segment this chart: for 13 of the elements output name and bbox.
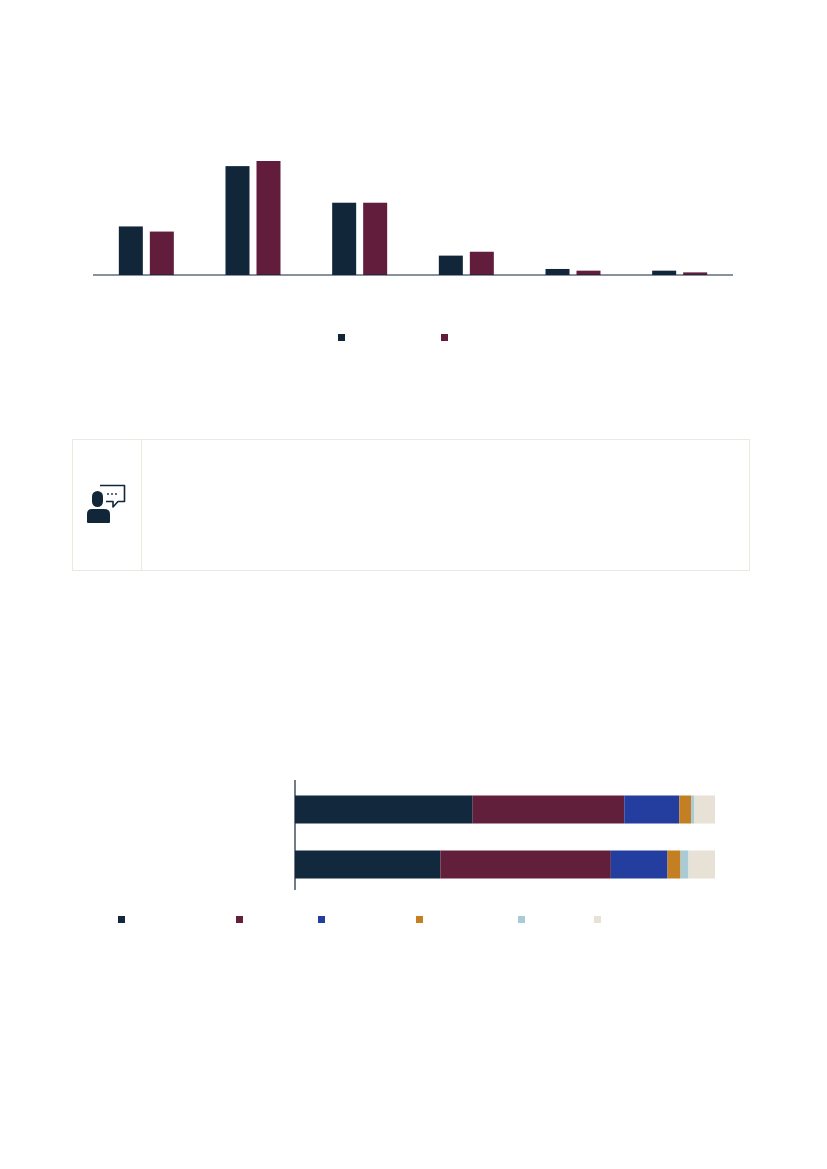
bar	[363, 202, 388, 275]
bar	[688, 850, 715, 879]
bar	[610, 850, 668, 879]
bar	[694, 795, 715, 824]
bar	[256, 161, 281, 275]
bar	[624, 795, 680, 824]
bar	[440, 850, 611, 879]
bar	[679, 795, 692, 824]
bar	[469, 251, 494, 275]
bar	[667, 850, 681, 879]
bar	[680, 850, 689, 879]
bar	[472, 795, 625, 824]
bar	[149, 231, 174, 275]
